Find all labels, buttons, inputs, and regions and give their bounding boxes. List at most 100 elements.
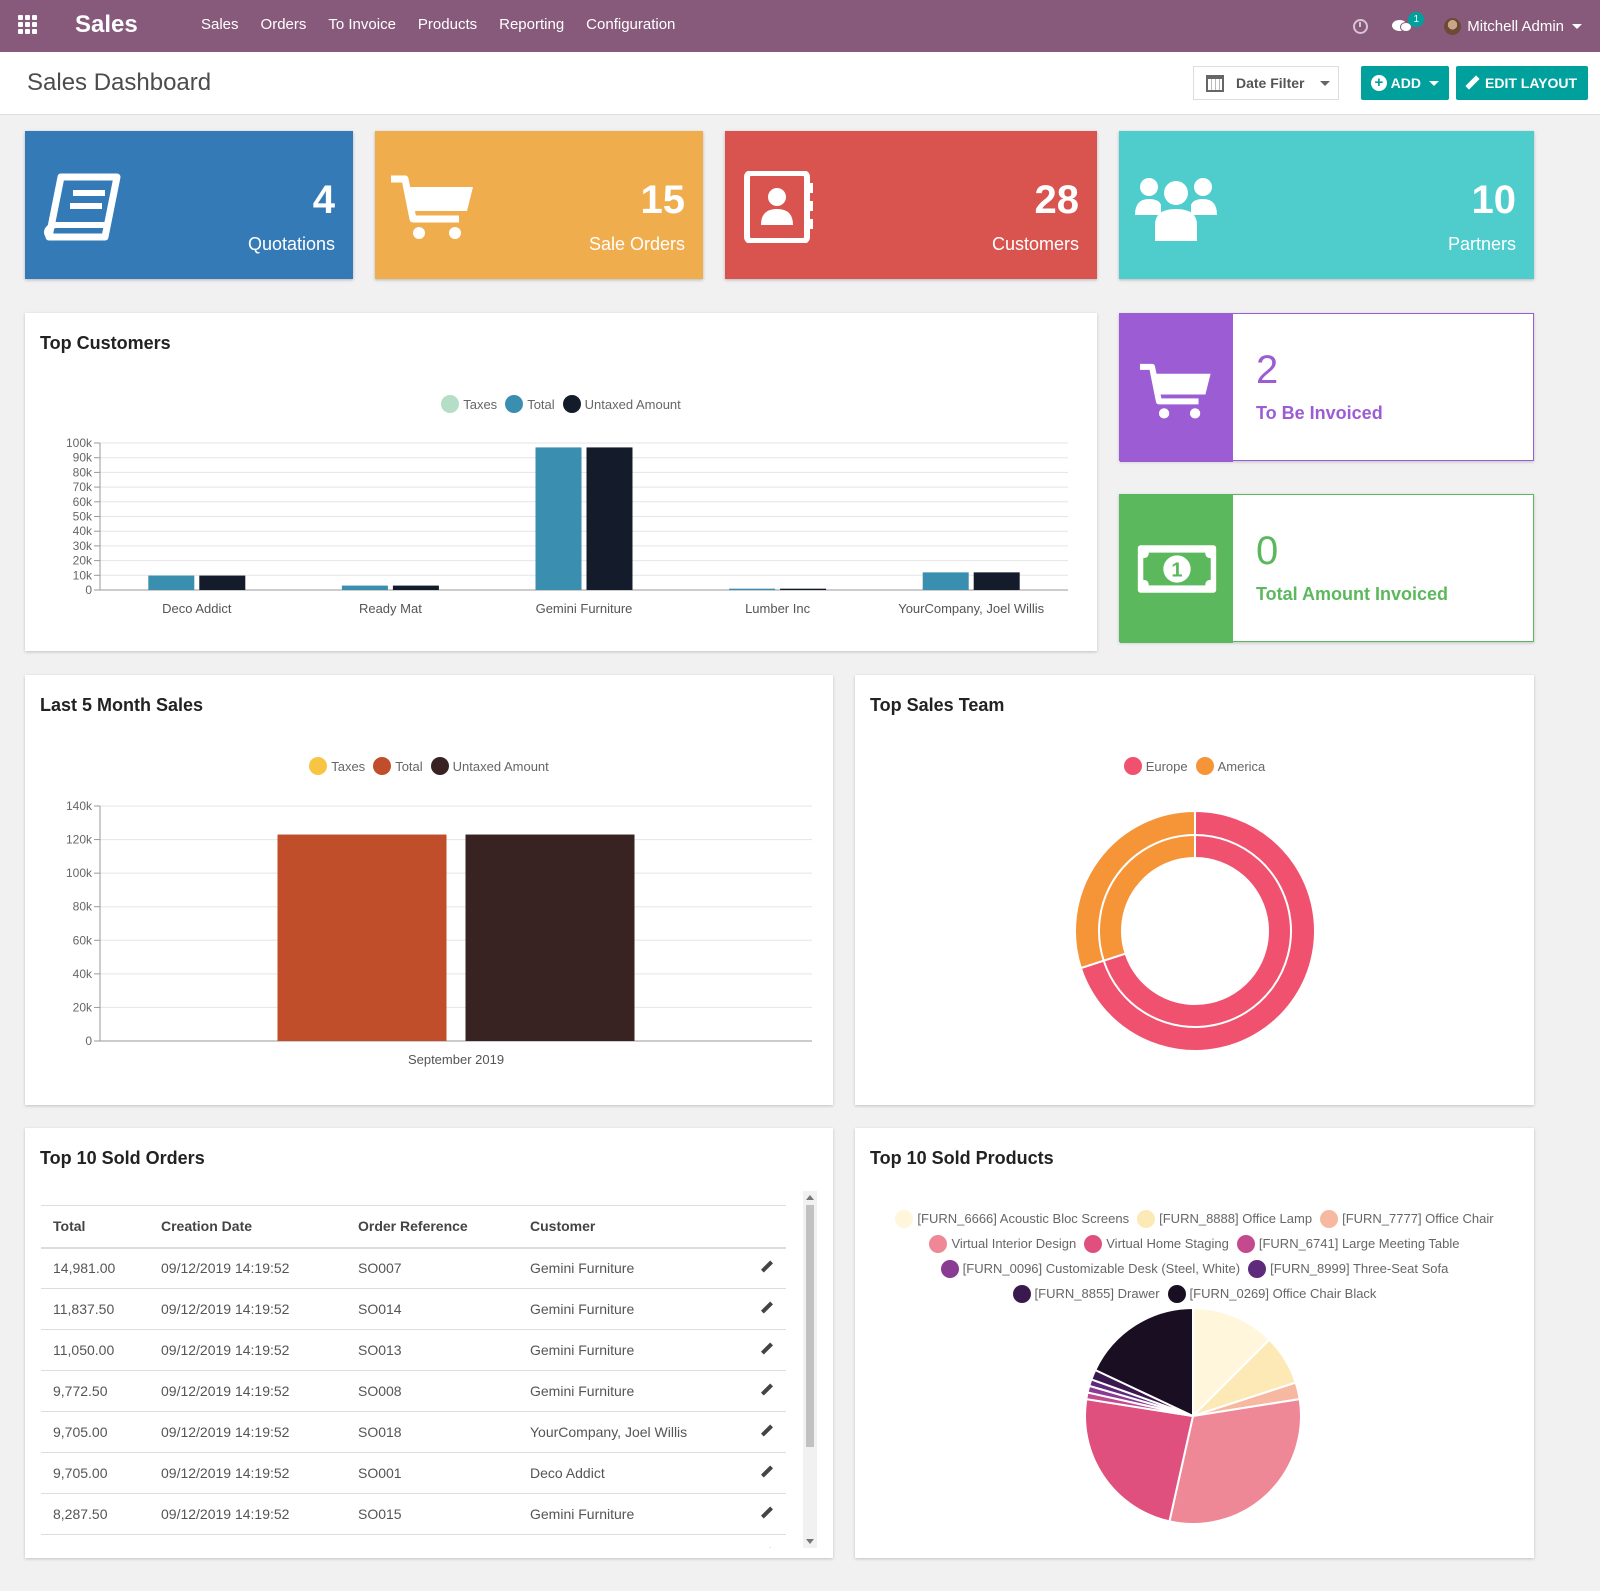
scroll-down-arrow-icon[interactable] — [806, 1539, 814, 1544]
legend-item[interactable]: [FURN_8888] Office Lamp — [1137, 1206, 1312, 1231]
x-tick-label: Ready Mat — [359, 601, 422, 616]
pie-slice — [1098, 833, 1196, 962]
y-tick-label: 20k — [73, 1000, 93, 1014]
table-cell: Gemini Furniture — [518, 1247, 746, 1289]
pencil-icon[interactable] — [760, 1343, 772, 1355]
legend-item[interactable]: [FURN_8855] Drawer — [1012, 1281, 1160, 1306]
orders-table-viewport: Total Creation Date Order Reference Cust… — [25, 1128, 803, 1548]
add-button[interactable]: + ADD — [1361, 66, 1449, 100]
menu-item-configuration[interactable]: Configuration — [586, 16, 676, 33]
legend-swatch — [1248, 1259, 1267, 1278]
kpi-value: 4 — [312, 178, 335, 222]
chart-legend: Europe America — [855, 757, 1534, 775]
legend-item[interactable]: America — [1195, 757, 1265, 775]
apps-menu-icon[interactable] — [18, 15, 40, 37]
table-row[interactable]: 11,837.50 09/12/2019 14:19:52 SO014 Gemini … — [41, 1288, 786, 1330]
legend-item[interactable]: [FURN_8999] Three-Seat Sofa — [1248, 1256, 1448, 1281]
legend-item[interactable]: Untaxed Amount — [562, 395, 681, 413]
scroll-up-arrow-icon[interactable] — [806, 1195, 814, 1200]
last-5-month-sales-card: Last 5 Month Sales Taxes Total Untaxed A… — [25, 675, 833, 1105]
legend-item[interactable]: [FURN_6666] Acoustic Bloc Screens — [895, 1206, 1129, 1231]
legend-item[interactable]: Total — [373, 757, 423, 775]
messages-icon[interactable]: 1 — [1392, 12, 1425, 34]
table-cell: 14,981.00 — [41, 1247, 149, 1289]
legend-item[interactable]: [FURN_0096] Customizable Desk (Steel, Wh… — [940, 1256, 1241, 1281]
date-filter-label: Date Filter — [1236, 75, 1305, 91]
kpi-value: 28 — [1034, 178, 1080, 222]
money-icon: 1 — [1137, 545, 1217, 593]
pencil-icon[interactable] — [760, 1466, 772, 1478]
column-header-customer[interactable]: Customer — [518, 1205, 746, 1249]
orders-table: Total Creation Date Order Reference Cust… — [41, 1205, 786, 1548]
date-filter-button[interactable]: Date Filter — [1193, 66, 1339, 100]
legend-label: Virtual Interior Design — [951, 1236, 1077, 1251]
menu-item-products[interactable]: Products — [417, 16, 478, 33]
activity-clock-icon[interactable] — [1353, 18, 1369, 34]
table-row[interactable]: 11,050.00 09/12/2019 14:19:52 SO013 Gemini … — [41, 1329, 786, 1371]
pencil-icon[interactable] — [760, 1507, 772, 1519]
table-cell: Gemini Furniture — [518, 1288, 746, 1330]
y-tick-label: 20k — [73, 554, 93, 568]
app-brand[interactable]: Sales — [75, 11, 138, 38]
legend-item[interactable]: [FURN_6741] Large Meeting Table — [1236, 1231, 1460, 1256]
edit-layout-button[interactable]: EDIT LAYOUT — [1456, 66, 1588, 100]
menu-item-orders[interactable]: Orders — [260, 16, 307, 33]
table-row[interactable]: 14,981.00 09/12/2019 14:19:52 SO007 Gemini … — [41, 1247, 786, 1289]
y-tick-label: 40k — [73, 524, 93, 538]
user-menu[interactable]: Mitchell Admin — [1467, 17, 1564, 35]
pencil-icon[interactable] — [760, 1425, 772, 1437]
pencil-icon — [1466, 76, 1480, 90]
legend-item[interactable]: Taxes — [309, 757, 365, 775]
table-cell: 11,837.50 — [41, 1288, 149, 1330]
legend-item[interactable]: Virtual Home Staging — [1084, 1231, 1229, 1256]
column-header-order-reference[interactable]: Order Reference — [346, 1205, 518, 1249]
column-header-total[interactable]: Total — [41, 1205, 149, 1249]
kpi-tile-sale-orders[interactable]: 15 Sale Orders — [375, 131, 703, 279]
pie-slice — [1084, 1397, 1195, 1523]
table-scrollbar[interactable] — [803, 1191, 817, 1548]
y-tick-label: 30k — [73, 539, 93, 553]
table-cell: 09/12/2019 14:19:52 — [149, 1288, 346, 1330]
column-header-creation-date[interactable]: Creation Date — [149, 1205, 346, 1249]
legend-item[interactable]: Untaxed Amount — [430, 757, 549, 775]
menu-item-sales[interactable]: Sales — [201, 16, 239, 33]
to-be-invoiced-card[interactable]: 2 To Be Invoiced — [1119, 313, 1534, 462]
legend-item[interactable]: Taxes — [441, 395, 497, 413]
menu-item-to-invoice[interactable]: To Invoice — [328, 16, 396, 33]
chart-legend: Taxes Total Untaxed Amount — [25, 757, 833, 775]
y-tick-label: 140k — [66, 799, 93, 813]
add-label: ADD — [1390, 75, 1421, 91]
table-row[interactable]: 9,772.50 09/12/2019 14:19:52 SO008 Gemini F… — [41, 1370, 786, 1412]
table-cell: Gemini Furniture — [518, 1493, 746, 1535]
row-actions — [746, 1493, 786, 1535]
stat-label: Total Amount Invoiced — [1256, 584, 1448, 604]
x-tick-label: Gemini Furniture — [536, 601, 633, 616]
pencil-icon[interactable] — [760, 1384, 772, 1396]
kpi-tile-partners[interactable]: 10 Partners — [1119, 131, 1534, 279]
chevron-down-icon[interactable] — [1572, 23, 1582, 29]
total-amount-invoiced-card[interactable]: 1 0 Total Amount Invoiced — [1119, 494, 1534, 643]
y-tick-label: 100k — [66, 866, 93, 880]
kpi-tile-quotations[interactable]: 4 Quotations — [25, 131, 353, 279]
menu-item-reporting[interactable]: Reporting — [499, 16, 565, 33]
calendar-icon — [1206, 74, 1224, 92]
legend-item[interactable]: [FURN_7777] Office Chair — [1320, 1206, 1494, 1231]
legend-item[interactable]: [FURN_0269] Office Chair Black — [1167, 1281, 1376, 1306]
legend-label: [FURN_0096] Customizable Desk (Steel, Wh… — [962, 1261, 1241, 1276]
table-row[interactable]: 9,705.00 09/12/2019 14:19:52 SO001 Deco Add… — [41, 1452, 786, 1494]
legend-item[interactable]: Virtual Interior Design — [929, 1231, 1076, 1256]
pencil-icon[interactable] — [760, 1261, 772, 1273]
user-avatar[interactable] — [1444, 17, 1462, 35]
table-row[interactable]: 9,705.00 09/12/2019 14:19:52 SO018 YourComp… — [41, 1411, 786, 1453]
book-icon — [44, 173, 121, 241]
legend-label: [FURN_6666] Acoustic Bloc Screens — [917, 1211, 1130, 1226]
legend-label: [FURN_6741] Large Meeting Table — [1258, 1236, 1460, 1251]
pencil-icon[interactable] — [760, 1302, 772, 1314]
table-cell: 8,287.50 — [41, 1493, 149, 1535]
scrollbar-thumb[interactable] — [806, 1205, 814, 1447]
legend-item[interactable]: Europe — [1123, 757, 1188, 775]
kpi-tile-customers[interactable]: 28 Customers — [725, 131, 1097, 279]
legend-item[interactable]: Total — [505, 395, 555, 413]
table-row[interactable]: 8,287.50 09/12/2019 14:19:52 SO015 Gemini F… — [41, 1493, 786, 1535]
